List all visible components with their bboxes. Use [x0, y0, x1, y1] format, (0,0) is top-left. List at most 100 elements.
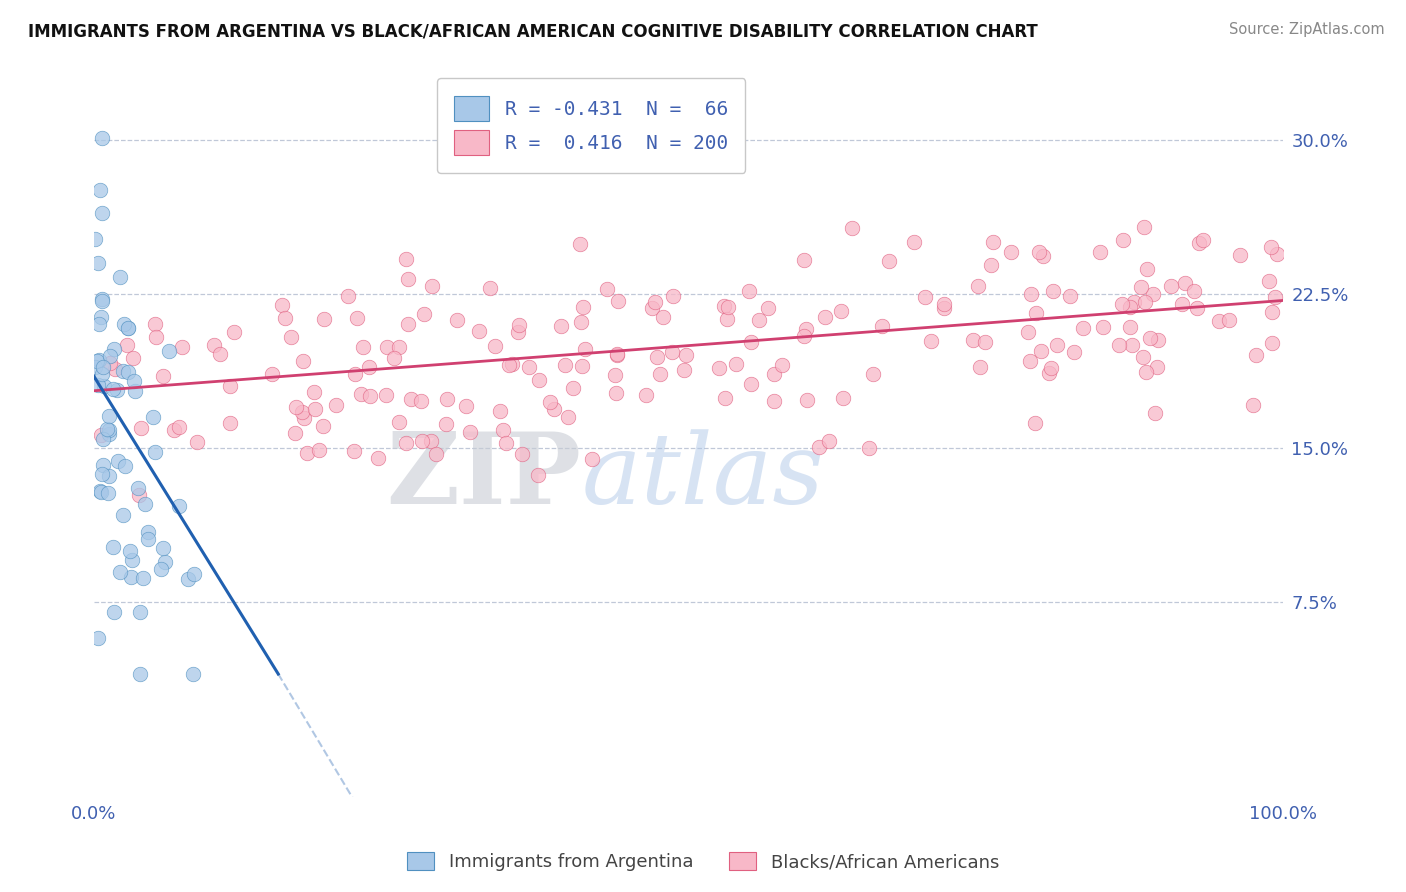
Point [554, 358, 576, 372]
Point [302, 384, 325, 399]
Point [1071, 320, 1094, 334]
Point [89, 183, 111, 197]
Point [596, 281, 619, 295]
Point [134, 497, 156, 511]
Point [980, 258, 1002, 272]
Point [1229, 248, 1251, 262]
Point [342, 443, 364, 458]
Point [879, 253, 901, 268]
Point [1046, 337, 1069, 351]
Point [1160, 279, 1182, 293]
Point [716, 301, 738, 315]
Point [105, 384, 128, 398]
Point [382, 351, 405, 366]
Point [86, 377, 108, 392]
Point [581, 451, 603, 466]
Point [208, 346, 231, 360]
Point [86, 354, 108, 368]
Point [492, 423, 515, 437]
Point [297, 446, 319, 460]
Point [101, 382, 124, 396]
Point [124, 384, 146, 399]
Point [498, 358, 520, 372]
Point [87, 353, 110, 368]
Point [157, 343, 180, 358]
Point [285, 400, 308, 414]
Point [661, 345, 683, 359]
Point [645, 350, 668, 364]
Point [1108, 337, 1130, 351]
Point [569, 236, 592, 251]
Point [101, 541, 124, 555]
Point [143, 445, 166, 459]
Point [740, 335, 762, 350]
Point [163, 423, 186, 437]
Point [169, 420, 191, 434]
Point [396, 272, 419, 286]
Point [399, 392, 422, 406]
Point [425, 447, 447, 461]
Point [87, 631, 110, 645]
Point [606, 293, 628, 308]
Point [271, 298, 294, 312]
Point [98, 427, 121, 442]
Point [981, 235, 1004, 249]
Point [969, 359, 991, 374]
Point [962, 333, 984, 347]
Point [411, 393, 433, 408]
Point [1111, 297, 1133, 311]
Point [110, 565, 132, 579]
Point [506, 325, 529, 339]
Point [152, 541, 174, 555]
Point [93, 360, 115, 375]
Point [120, 570, 142, 584]
Point [1063, 344, 1085, 359]
Point [1261, 305, 1284, 319]
Point [103, 605, 125, 619]
Point [640, 301, 662, 315]
Point [104, 362, 127, 376]
Point [562, 381, 585, 395]
Point [709, 360, 731, 375]
Point [112, 318, 135, 332]
Point [661, 289, 683, 303]
Point [870, 318, 893, 333]
Point [411, 434, 433, 449]
Point [1187, 236, 1209, 251]
Point [304, 401, 326, 416]
Point [136, 525, 159, 540]
Point [814, 310, 837, 324]
Point [1171, 297, 1194, 311]
Point [1112, 233, 1135, 247]
Point [572, 300, 595, 314]
Legend: Immigrants from Argentina, Blacks/African Americans: Immigrants from Argentina, Blacks/Africa… [399, 845, 1007, 879]
Point [716, 311, 738, 326]
Point [508, 318, 530, 332]
Point [84, 231, 107, 245]
Point [495, 435, 517, 450]
Point [219, 378, 242, 392]
Point [96, 422, 118, 436]
Point [87, 318, 110, 332]
Point [436, 392, 458, 406]
Point [527, 467, 550, 482]
Point [1031, 343, 1053, 358]
Point [1032, 249, 1054, 263]
Point [1192, 233, 1215, 247]
Point [1000, 244, 1022, 259]
Point [1130, 279, 1153, 293]
Point [841, 221, 863, 235]
Text: atlas: atlas [582, 429, 824, 524]
Point [90, 427, 112, 442]
Point [762, 394, 785, 409]
Point [1090, 245, 1112, 260]
Point [375, 388, 398, 402]
Point [186, 435, 208, 450]
Point [129, 421, 152, 435]
Point [510, 447, 533, 461]
Point [1135, 365, 1157, 379]
Point [517, 359, 540, 374]
Point [117, 338, 139, 352]
Point [172, 340, 194, 354]
Point [1208, 313, 1230, 327]
